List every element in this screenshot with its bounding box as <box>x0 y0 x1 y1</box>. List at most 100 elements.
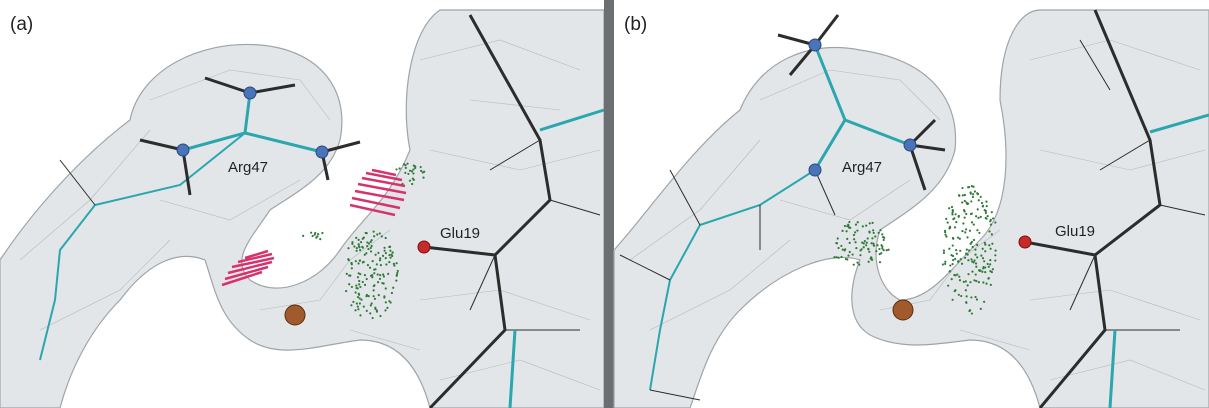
contact-dot <box>954 258 956 260</box>
contact-dot <box>381 282 383 284</box>
contact-dot <box>961 230 963 232</box>
contact-dot <box>391 254 393 256</box>
contact-dot <box>962 194 964 196</box>
atom <box>809 39 821 51</box>
contact-dot <box>369 312 371 314</box>
contact-dot <box>364 254 366 256</box>
contact-dot <box>872 222 874 224</box>
contact-dot <box>835 256 837 258</box>
contact-dot <box>947 221 949 223</box>
contact-dot <box>371 245 373 247</box>
residue-label: Arg47 <box>842 159 882 176</box>
atom <box>244 87 256 99</box>
contact-dot <box>372 317 374 319</box>
contact-dot <box>383 247 385 249</box>
contact-dot <box>354 291 356 293</box>
contact-dot <box>346 273 348 275</box>
contact-dot <box>358 294 360 296</box>
contact-dot <box>420 170 422 172</box>
contact-dot <box>412 178 414 180</box>
contact-dot <box>967 259 969 261</box>
contact-dot <box>856 229 858 231</box>
contact-dot <box>315 237 317 239</box>
contact-dot <box>984 271 986 273</box>
contact-dot <box>846 238 848 240</box>
contact-dot <box>994 254 996 256</box>
contact-dot <box>994 249 996 251</box>
contact-dot <box>351 286 353 288</box>
contact-dot <box>970 243 972 245</box>
contact-dot <box>383 275 385 277</box>
contact-dot <box>970 191 972 193</box>
contact-dot <box>972 193 974 195</box>
contact-dot <box>302 235 304 237</box>
contact-dot <box>412 172 414 174</box>
contact-dot <box>859 249 861 251</box>
contact-dot <box>954 274 956 276</box>
contact-dot <box>847 255 849 257</box>
contact-dot <box>985 217 987 219</box>
contact-dot <box>359 249 361 251</box>
contact-dot <box>349 275 351 277</box>
contact-dot <box>989 270 991 272</box>
contact-dot <box>973 239 975 241</box>
contact-dot <box>401 183 403 185</box>
residue-label: Arg47 <box>228 159 268 176</box>
contact-dot <box>989 263 991 265</box>
contact-dot <box>413 164 415 166</box>
contact-dot <box>367 248 369 250</box>
contact-dot <box>387 273 389 275</box>
contact-dot <box>409 170 411 172</box>
contact-dot <box>974 190 976 192</box>
contact-dot <box>844 248 846 250</box>
contact-dot <box>983 260 985 262</box>
contact-dot <box>371 276 373 278</box>
contact-dot <box>865 225 867 227</box>
contact-dot <box>407 173 409 175</box>
contact-dot <box>357 308 359 310</box>
contact-dot <box>964 231 966 233</box>
contact-dot <box>872 243 874 245</box>
contact-dot <box>942 263 944 265</box>
contact-dot <box>405 167 407 169</box>
contact-dot <box>967 284 969 286</box>
contact-dot <box>976 229 978 231</box>
contact-dot <box>841 230 843 232</box>
contact-dot <box>869 222 871 224</box>
contact-dot <box>359 302 361 304</box>
contact-dot <box>352 301 354 303</box>
contact-dot <box>945 218 947 220</box>
contact-dot <box>881 233 883 235</box>
contact-dot <box>982 248 984 250</box>
residue-label: Glu19 <box>440 225 480 242</box>
contact-dot <box>954 226 956 228</box>
contact-dot <box>353 245 355 247</box>
contact-dot <box>863 246 865 248</box>
contact-dot <box>356 250 358 252</box>
contact-dot <box>947 285 949 287</box>
contact-dot <box>982 266 984 268</box>
contact-dot <box>383 295 385 297</box>
contact-dot <box>395 168 397 170</box>
contact-dot <box>965 289 967 291</box>
contact-dot <box>985 200 987 202</box>
contact-dot <box>978 199 980 201</box>
contact-dot <box>396 275 398 277</box>
contact-dot <box>977 193 979 195</box>
contact-dot <box>955 249 957 251</box>
contact-dot <box>957 261 959 263</box>
contact-dot <box>960 295 962 297</box>
contact-dot <box>883 249 885 251</box>
contact-dot <box>396 262 398 264</box>
contact-dot <box>355 237 357 239</box>
contact-dot <box>371 239 373 241</box>
contact-dot <box>984 209 986 211</box>
contact-dot <box>965 301 967 303</box>
contact-dot <box>391 292 393 294</box>
contact-dot <box>876 244 878 246</box>
contact-dot <box>982 205 984 207</box>
contact-dot <box>961 201 963 203</box>
contact-dot <box>986 205 988 207</box>
contact-dot <box>952 209 954 211</box>
contact-dot <box>383 250 385 252</box>
